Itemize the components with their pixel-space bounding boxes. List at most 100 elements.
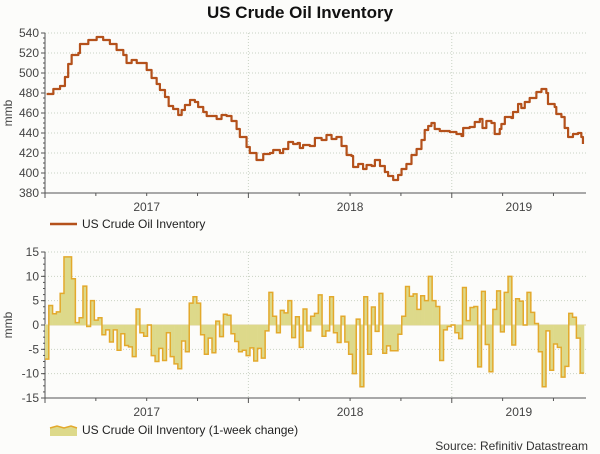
change-bar [367, 325, 372, 355]
change-bar [322, 325, 327, 337]
change-bar [71, 278, 76, 325]
change-bar [386, 325, 391, 346]
change-bar [470, 307, 475, 325]
change-bar [128, 325, 133, 347]
change-bar [348, 325, 353, 355]
inventory-ytick-label: 540 [19, 26, 39, 40]
inventory-ytick-label: 400 [19, 166, 39, 180]
change-bar [553, 325, 558, 344]
inventory-ytick-label: 500 [19, 66, 39, 80]
change-bar [576, 325, 581, 339]
change-bar [337, 325, 342, 343]
change-bar [105, 325, 110, 330]
change-bar [519, 301, 524, 325]
change-bar [435, 306, 441, 325]
change-bar [136, 308, 141, 325]
change-bar [394, 325, 399, 351]
change-bar [473, 306, 478, 325]
change-bar [177, 325, 182, 369]
change-bar [542, 325, 547, 387]
change-bar [166, 325, 171, 333]
change-bar [124, 325, 129, 346]
change-bar [511, 325, 516, 345]
change-bar [416, 309, 422, 325]
change-bar [564, 325, 570, 367]
weekly-change-chart: 15 10 5 0 -5 -10 -15 2017 2018 2019 mmb [1, 245, 586, 419]
change-bar [432, 300, 437, 325]
change-ytick-label: 10 [26, 269, 40, 283]
change-bar [568, 313, 573, 325]
inventory-ytick-label: 420 [19, 146, 39, 160]
change-bar [310, 316, 315, 325]
change-bar [174, 325, 179, 364]
change-bar [48, 305, 53, 325]
change-bar [280, 310, 285, 325]
change-bar [390, 325, 395, 351]
change-bar [143, 325, 148, 337]
change-bar [139, 325, 144, 333]
change-bar [420, 295, 425, 325]
change-bar [208, 325, 213, 339]
change-bar [352, 325, 357, 374]
change-bar [344, 325, 349, 343]
change-bar [295, 316, 300, 325]
change-y-axis-label: mmb [1, 311, 15, 338]
change-bar [120, 325, 126, 334]
inventory-ytick-label: 380 [19, 186, 39, 200]
change-bar [257, 325, 262, 349]
inventory-xtick-label: 2017 [133, 200, 160, 214]
change-bar [98, 317, 103, 325]
change-bar [90, 300, 95, 325]
inventory-chart: 540 520 500 480 460 440 420 400 380 2017 2018 2019 m… [1, 26, 586, 214]
change-bar [56, 311, 61, 325]
change-bar [170, 325, 175, 357]
change-bar [249, 325, 255, 348]
change-bar [515, 298, 520, 325]
change-bar [500, 325, 505, 332]
change-bar [538, 325, 543, 352]
change-bar [193, 296, 198, 325]
change-bar [363, 296, 368, 325]
source-note: Source: Refinitiv Datastream [435, 439, 588, 453]
change-bar [454, 325, 460, 333]
chart-title: US Crude Oil Inventory [207, 3, 394, 22]
change-bar [371, 306, 376, 325]
change-bar [527, 292, 532, 325]
change-bar [242, 325, 247, 351]
change-bar [580, 325, 585, 374]
change-bar [557, 325, 562, 348]
change-bar [223, 314, 228, 325]
change-bar [158, 325, 163, 349]
change-bar [409, 296, 414, 325]
change-bar [230, 325, 236, 334]
change-bar [481, 291, 486, 325]
inventory-xtick-label: 2019 [506, 200, 533, 214]
change-bar [189, 303, 194, 325]
change-ytick-label: -15 [22, 391, 40, 405]
change-bar [489, 325, 494, 372]
change-ytick-label: 0 [32, 318, 39, 332]
change-bar [82, 286, 88, 325]
change-bar [196, 303, 201, 325]
change-bar [306, 325, 311, 331]
change-bar [75, 322, 80, 325]
change-bar [219, 325, 224, 337]
inventory-legend-label: US Crude Oil Inventory [82, 217, 205, 231]
change-bar [181, 325, 186, 342]
change-bar [284, 312, 289, 325]
change-bar [215, 321, 220, 325]
change-bar [234, 325, 239, 342]
change-bar [162, 325, 167, 361]
change-bar [443, 325, 448, 330]
change-bar [549, 325, 554, 371]
change-bar [401, 316, 406, 325]
change-bar [572, 317, 577, 325]
change-ytick-label: -10 [22, 367, 40, 381]
inventory-series-line [46, 35, 585, 182]
inventory-ytick-label: 520 [19, 46, 39, 60]
change-bar [265, 325, 270, 331]
change-bar [117, 325, 122, 351]
change-bar [79, 317, 84, 325]
change-bar [253, 325, 258, 362]
